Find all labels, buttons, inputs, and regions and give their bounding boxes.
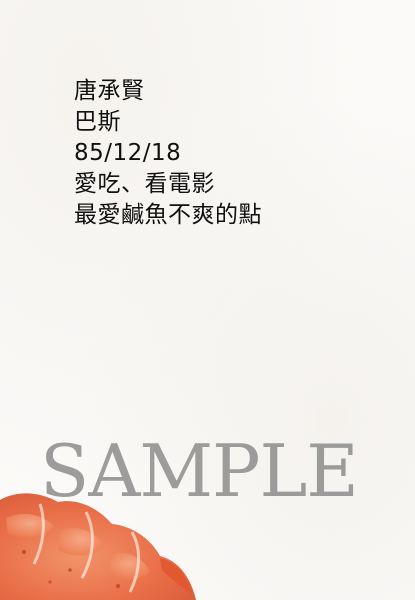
name-line: 唐承賢 bbox=[74, 78, 145, 104]
nickname-line: 巴斯 bbox=[74, 109, 121, 135]
birthdate-line: 85/12/18 bbox=[74, 140, 182, 166]
hobbies-line: 愛吃、看電影 bbox=[74, 171, 215, 197]
profile-text-block: 唐承賢 巴斯 85/12/18 愛吃、看電影 最愛鹹魚不爽的點 bbox=[74, 76, 394, 231]
watercolor-shrimp-illustration bbox=[0, 493, 196, 600]
favorite-line: 最愛鹹魚不爽的點 bbox=[74, 202, 262, 228]
sample-watermark: SAMPLE bbox=[40, 429, 359, 513]
